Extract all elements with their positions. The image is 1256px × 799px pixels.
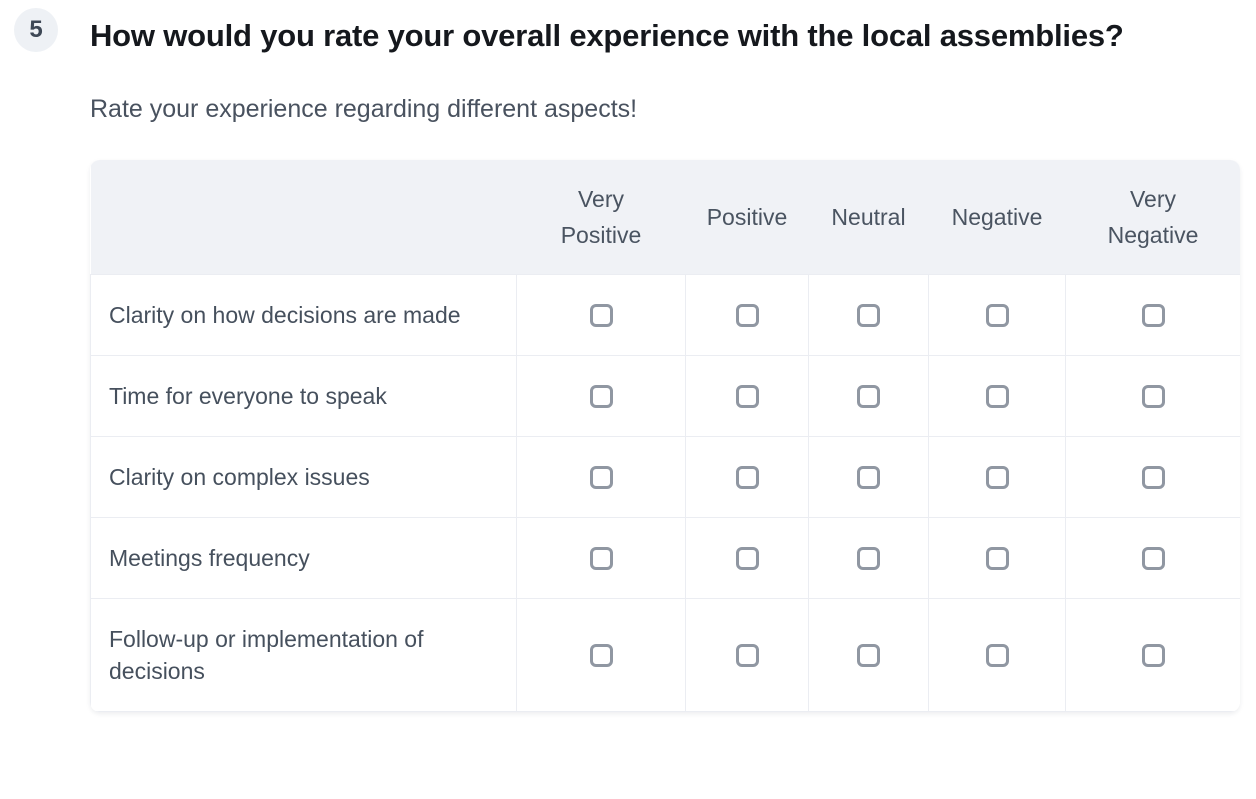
matrix-row-complex-issues: Clarity on complex issues bbox=[90, 436, 1240, 518]
checkbox-meetings-frequency-negative[interactable] bbox=[985, 546, 1009, 570]
checkbox-decisions-clarity-very-negative[interactable] bbox=[1141, 303, 1165, 327]
checkbox-meetings-frequency-positive[interactable] bbox=[735, 546, 759, 570]
matrix-cell bbox=[808, 517, 929, 599]
checkbox-complex-issues-very-negative[interactable] bbox=[1141, 465, 1165, 489]
column-header-positive: Positive bbox=[685, 160, 809, 275]
matrix-cell bbox=[516, 274, 686, 356]
checkbox-complex-issues-very-positive[interactable] bbox=[589, 465, 613, 489]
checkbox-decisions-clarity-negative[interactable] bbox=[985, 303, 1009, 327]
checkbox-follow-up-neutral[interactable] bbox=[857, 643, 880, 667]
checkbox-speaking-time-very-negative[interactable] bbox=[1141, 384, 1165, 408]
checkbox-decisions-clarity-positive[interactable] bbox=[735, 303, 759, 327]
matrix-cell bbox=[685, 274, 809, 356]
rating-matrix: Very Positive Positive Neutral Negative … bbox=[90, 160, 1240, 712]
checkbox-decisions-clarity-very-positive[interactable] bbox=[589, 303, 613, 327]
matrix-cell bbox=[1065, 598, 1240, 712]
matrix-cell bbox=[1065, 355, 1240, 437]
row-label-decisions-clarity: Clarity on how decisions are made bbox=[90, 274, 517, 356]
question-number-badge: 5 bbox=[14, 8, 58, 52]
checkbox-meetings-frequency-very-negative[interactable] bbox=[1141, 546, 1165, 570]
checkbox-complex-issues-negative[interactable] bbox=[985, 465, 1009, 489]
row-label-meetings-frequency: Meetings frequency bbox=[90, 517, 517, 599]
column-header-very-positive: Very Positive bbox=[516, 160, 686, 275]
matrix-cell bbox=[685, 517, 809, 599]
checkbox-complex-issues-positive[interactable] bbox=[735, 465, 759, 489]
column-header-neutral: Neutral bbox=[808, 160, 929, 275]
matrix-cell bbox=[808, 436, 929, 518]
rating-matrix-table: Very Positive Positive Neutral Negative … bbox=[90, 160, 1240, 712]
matrix-row-speaking-time: Time for everyone to speak bbox=[90, 355, 1240, 437]
matrix-cell bbox=[928, 517, 1066, 599]
question-content: How would you rate your overall experien… bbox=[90, 0, 1240, 712]
matrix-cell bbox=[808, 598, 929, 712]
matrix-cell bbox=[516, 598, 686, 712]
matrix-cell bbox=[1065, 436, 1240, 518]
matrix-cell bbox=[928, 436, 1066, 518]
checkbox-follow-up-very-positive[interactable] bbox=[589, 643, 613, 667]
row-label-speaking-time: Time for everyone to speak bbox=[90, 355, 517, 437]
checkbox-speaking-time-positive[interactable] bbox=[735, 384, 759, 408]
row-label-follow-up: Follow-up or implementation of decisions bbox=[90, 598, 517, 712]
checkbox-speaking-time-negative[interactable] bbox=[985, 384, 1009, 408]
matrix-row-decisions-clarity: Clarity on how decisions are made bbox=[90, 274, 1240, 356]
matrix-cell bbox=[516, 355, 686, 437]
matrix-cell bbox=[685, 355, 809, 437]
matrix-cell bbox=[685, 436, 809, 518]
column-header-negative: Negative bbox=[928, 160, 1066, 275]
checkbox-complex-issues-neutral[interactable] bbox=[857, 465, 880, 489]
matrix-cell bbox=[1065, 274, 1240, 356]
matrix-cell bbox=[685, 598, 809, 712]
column-header-empty bbox=[90, 160, 517, 275]
question-subtitle: Rate your experience regarding different… bbox=[90, 95, 638, 123]
checkbox-meetings-frequency-neutral[interactable] bbox=[857, 546, 880, 570]
row-label-complex-issues: Clarity on complex issues bbox=[90, 436, 517, 518]
checkbox-speaking-time-neutral[interactable] bbox=[857, 384, 880, 408]
matrix-row-follow-up: Follow-up or implementation of decisions bbox=[90, 598, 1240, 712]
matrix-cell bbox=[808, 355, 929, 437]
matrix-header-row: Very Positive Positive Neutral Negative … bbox=[90, 160, 1240, 275]
checkbox-decisions-clarity-neutral[interactable] bbox=[857, 303, 880, 327]
question-title: How would you rate your overall experien… bbox=[90, 18, 1124, 53]
matrix-cell bbox=[1065, 517, 1240, 599]
checkbox-follow-up-very-negative[interactable] bbox=[1141, 643, 1165, 667]
checkbox-meetings-frequency-very-positive[interactable] bbox=[589, 546, 613, 570]
matrix-cell bbox=[928, 274, 1066, 356]
matrix-cell bbox=[808, 274, 929, 356]
matrix-row-meetings-frequency: Meetings frequency bbox=[90, 517, 1240, 599]
column-header-very-negative: Very Negative bbox=[1065, 160, 1240, 275]
matrix-cell bbox=[928, 355, 1066, 437]
matrix-cell bbox=[928, 598, 1066, 712]
matrix-cell bbox=[516, 517, 686, 599]
checkbox-speaking-time-very-positive[interactable] bbox=[589, 384, 613, 408]
checkbox-follow-up-negative[interactable] bbox=[985, 643, 1009, 667]
matrix-cell bbox=[516, 436, 686, 518]
checkbox-follow-up-positive[interactable] bbox=[735, 643, 759, 667]
